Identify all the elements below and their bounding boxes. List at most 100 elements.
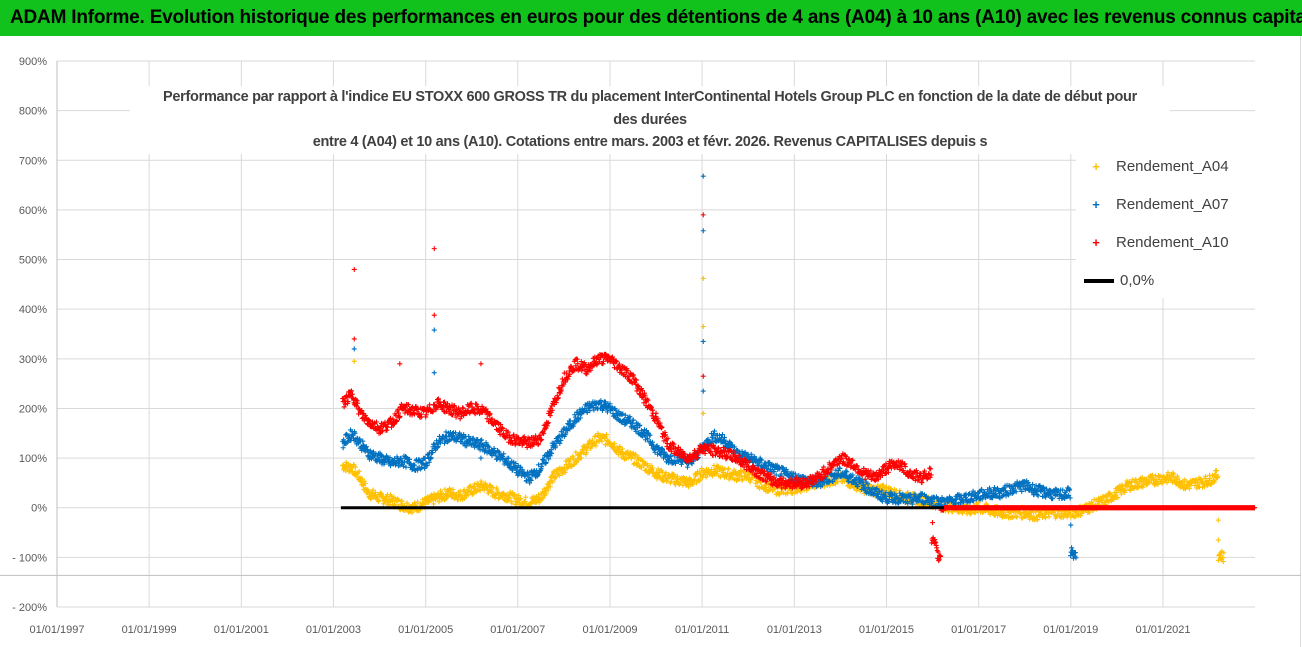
data-point-rendement-a04 [697, 469, 703, 475]
data-point-rendement-a04 [880, 482, 886, 488]
data-point-rendement-a04 [556, 473, 562, 479]
x-tick-label: 01/01/2017 [951, 624, 1006, 636]
data-point-rendement-a04 [1143, 482, 1149, 488]
data-point-rendement-a04 [650, 465, 656, 471]
data-point-rendement-a04 [1035, 517, 1041, 523]
y-tick-label: 900% [19, 56, 47, 68]
data-point-rendement-a04 [550, 479, 556, 485]
scatter-chart: - 200%- 100%0%100%200%300%400%500%600%70… [0, 56, 1301, 636]
data-point-rendement-a04 [1115, 495, 1121, 501]
data-point-rendement-a04 [668, 478, 674, 484]
y-tick-label: 400% [19, 304, 47, 316]
data-point-rendement-a04 [370, 487, 376, 493]
data-point-rendement-a04 [1155, 481, 1161, 487]
x-tick-label: 01/01/2019 [1043, 624, 1098, 636]
data-point-rendement-a04 [617, 444, 623, 450]
data-point-rendement-a04 [1175, 475, 1181, 481]
data-point-rendement-a04 [683, 482, 689, 488]
data-point-rendement-a04 [1120, 483, 1126, 489]
y-tick-label: 700% [19, 155, 47, 167]
data-point-rendement-a04 [1165, 470, 1171, 476]
data-point-rendement-a04 [654, 469, 660, 475]
data-point-rendement-a07 [711, 428, 717, 434]
data-point-rendement-a04 [619, 446, 625, 452]
data-point-rendement-a04 [1114, 489, 1120, 495]
x-tick-label: 01/01/1999 [122, 624, 177, 636]
data-point-rendement-a04 [518, 496, 524, 502]
report-header: ADAM Informe. Evolution historique des p… [0, 0, 1302, 36]
data-point-rendement-a07 [1069, 545, 1075, 551]
x-tick-label: 01/01/2005 [398, 624, 453, 636]
data-point-rendement-a04 [1136, 482, 1142, 488]
data-point-rendement-a04 [376, 497, 382, 503]
data-point-rendement-a04 [391, 494, 397, 500]
data-point-rendement-a04 [1140, 484, 1146, 490]
data-point-rendement-a04 [725, 466, 731, 472]
data-point-rendement-a04 [394, 496, 400, 502]
data-point-rendement-a04 [361, 478, 367, 484]
data-point-rendement-a04 [628, 456, 634, 462]
y-tick-label: 200% [19, 403, 47, 415]
data-point-rendement-a04 [415, 499, 421, 505]
data-point-rendement-a04 [353, 464, 359, 470]
data-point-rendement-a10 [928, 466, 934, 472]
data-point-rendement-a04 [1186, 486, 1192, 492]
data-point-rendement-a04 [719, 465, 725, 471]
data-point-rendement-a04 [356, 468, 362, 474]
data-point-rendement-a04 [1105, 499, 1111, 505]
data-point-rendement-a04 [387, 502, 393, 508]
data-point-rendement-a04 [562, 469, 568, 475]
data-point-rendement-a04 [1107, 491, 1113, 497]
data-point-rendement-a04 [523, 494, 529, 500]
y-tick-label: 0% [31, 503, 47, 515]
data-point-rendement-a04 [409, 510, 415, 516]
data-point-rendement-a04 [509, 500, 515, 506]
data-point-rendement-a04 [362, 481, 368, 487]
data-point-rendement-a04 [1123, 487, 1129, 493]
y-tick-label: 800% [19, 106, 47, 118]
data-point-rendement-a04 [442, 486, 448, 492]
chart-area: - 200% - 100% 0% 100% 200% 300% 400% 500% 600% 70… [0, 36, 1301, 647]
x-tick-label: 01/01/2003 [306, 624, 361, 636]
data-point-rendement-a04 [589, 437, 595, 443]
data-point-rendement-a04 [1151, 477, 1157, 483]
data-point-rendement-a04 [536, 492, 542, 498]
data-point-rendement-a07 [494, 456, 500, 462]
data-point-rendement-a04 [543, 491, 549, 497]
data-point-rendement-a04 [599, 438, 605, 444]
data-point-rendement-a04 [694, 480, 700, 486]
data-point-rendement-a04 [539, 495, 545, 501]
data-point-rendement-a04 [603, 432, 609, 438]
x-tick-label: 01/01/1997 [29, 624, 84, 636]
data-point-rendement-a07 [684, 464, 690, 470]
y-tick-label: - 100% [12, 552, 47, 564]
data-point-rendement-a07 [428, 455, 434, 461]
data-point-rendement-a04 [395, 497, 401, 503]
x-tick-label: 01/01/2001 [214, 624, 269, 636]
data-point-rendement-a04 [715, 464, 721, 470]
data-point-rendement-a04 [638, 465, 644, 471]
data-point-rendement-a04 [512, 491, 518, 497]
data-point-rendement-a04 [708, 467, 714, 473]
x-tick-label: 01/01/2007 [490, 624, 545, 636]
data-point-rendement-a10 [559, 376, 565, 382]
data-point-rendement-a04 [547, 484, 553, 490]
data-point-rendement-a04 [991, 512, 997, 518]
data-point-rendement-a04 [578, 455, 584, 461]
data-point-rendement-a04 [1046, 514, 1052, 520]
data-point-rendement-a04 [1043, 515, 1049, 521]
data-point-rendement-a04 [445, 493, 451, 499]
data-point-rendement-a04 [365, 488, 371, 494]
x-tick-label: 01/01/2013 [767, 624, 822, 636]
data-point-rendement-a04 [696, 478, 702, 484]
x-tick-label: 01/01/2011 [675, 624, 729, 636]
data-point-rendement-a10 [927, 465, 933, 471]
y-tick-label: 500% [19, 255, 47, 267]
data-point-rendement-a10 [653, 410, 659, 416]
data-point-rendement-a04 [1147, 479, 1153, 485]
x-tick-label: 01/01/2009 [582, 624, 637, 636]
y-tick-label: 300% [19, 354, 47, 366]
data-point-rendement-a04 [545, 487, 551, 493]
data-point-rendement-a04 [477, 488, 483, 494]
data-point-rendement-a07 [403, 464, 409, 470]
